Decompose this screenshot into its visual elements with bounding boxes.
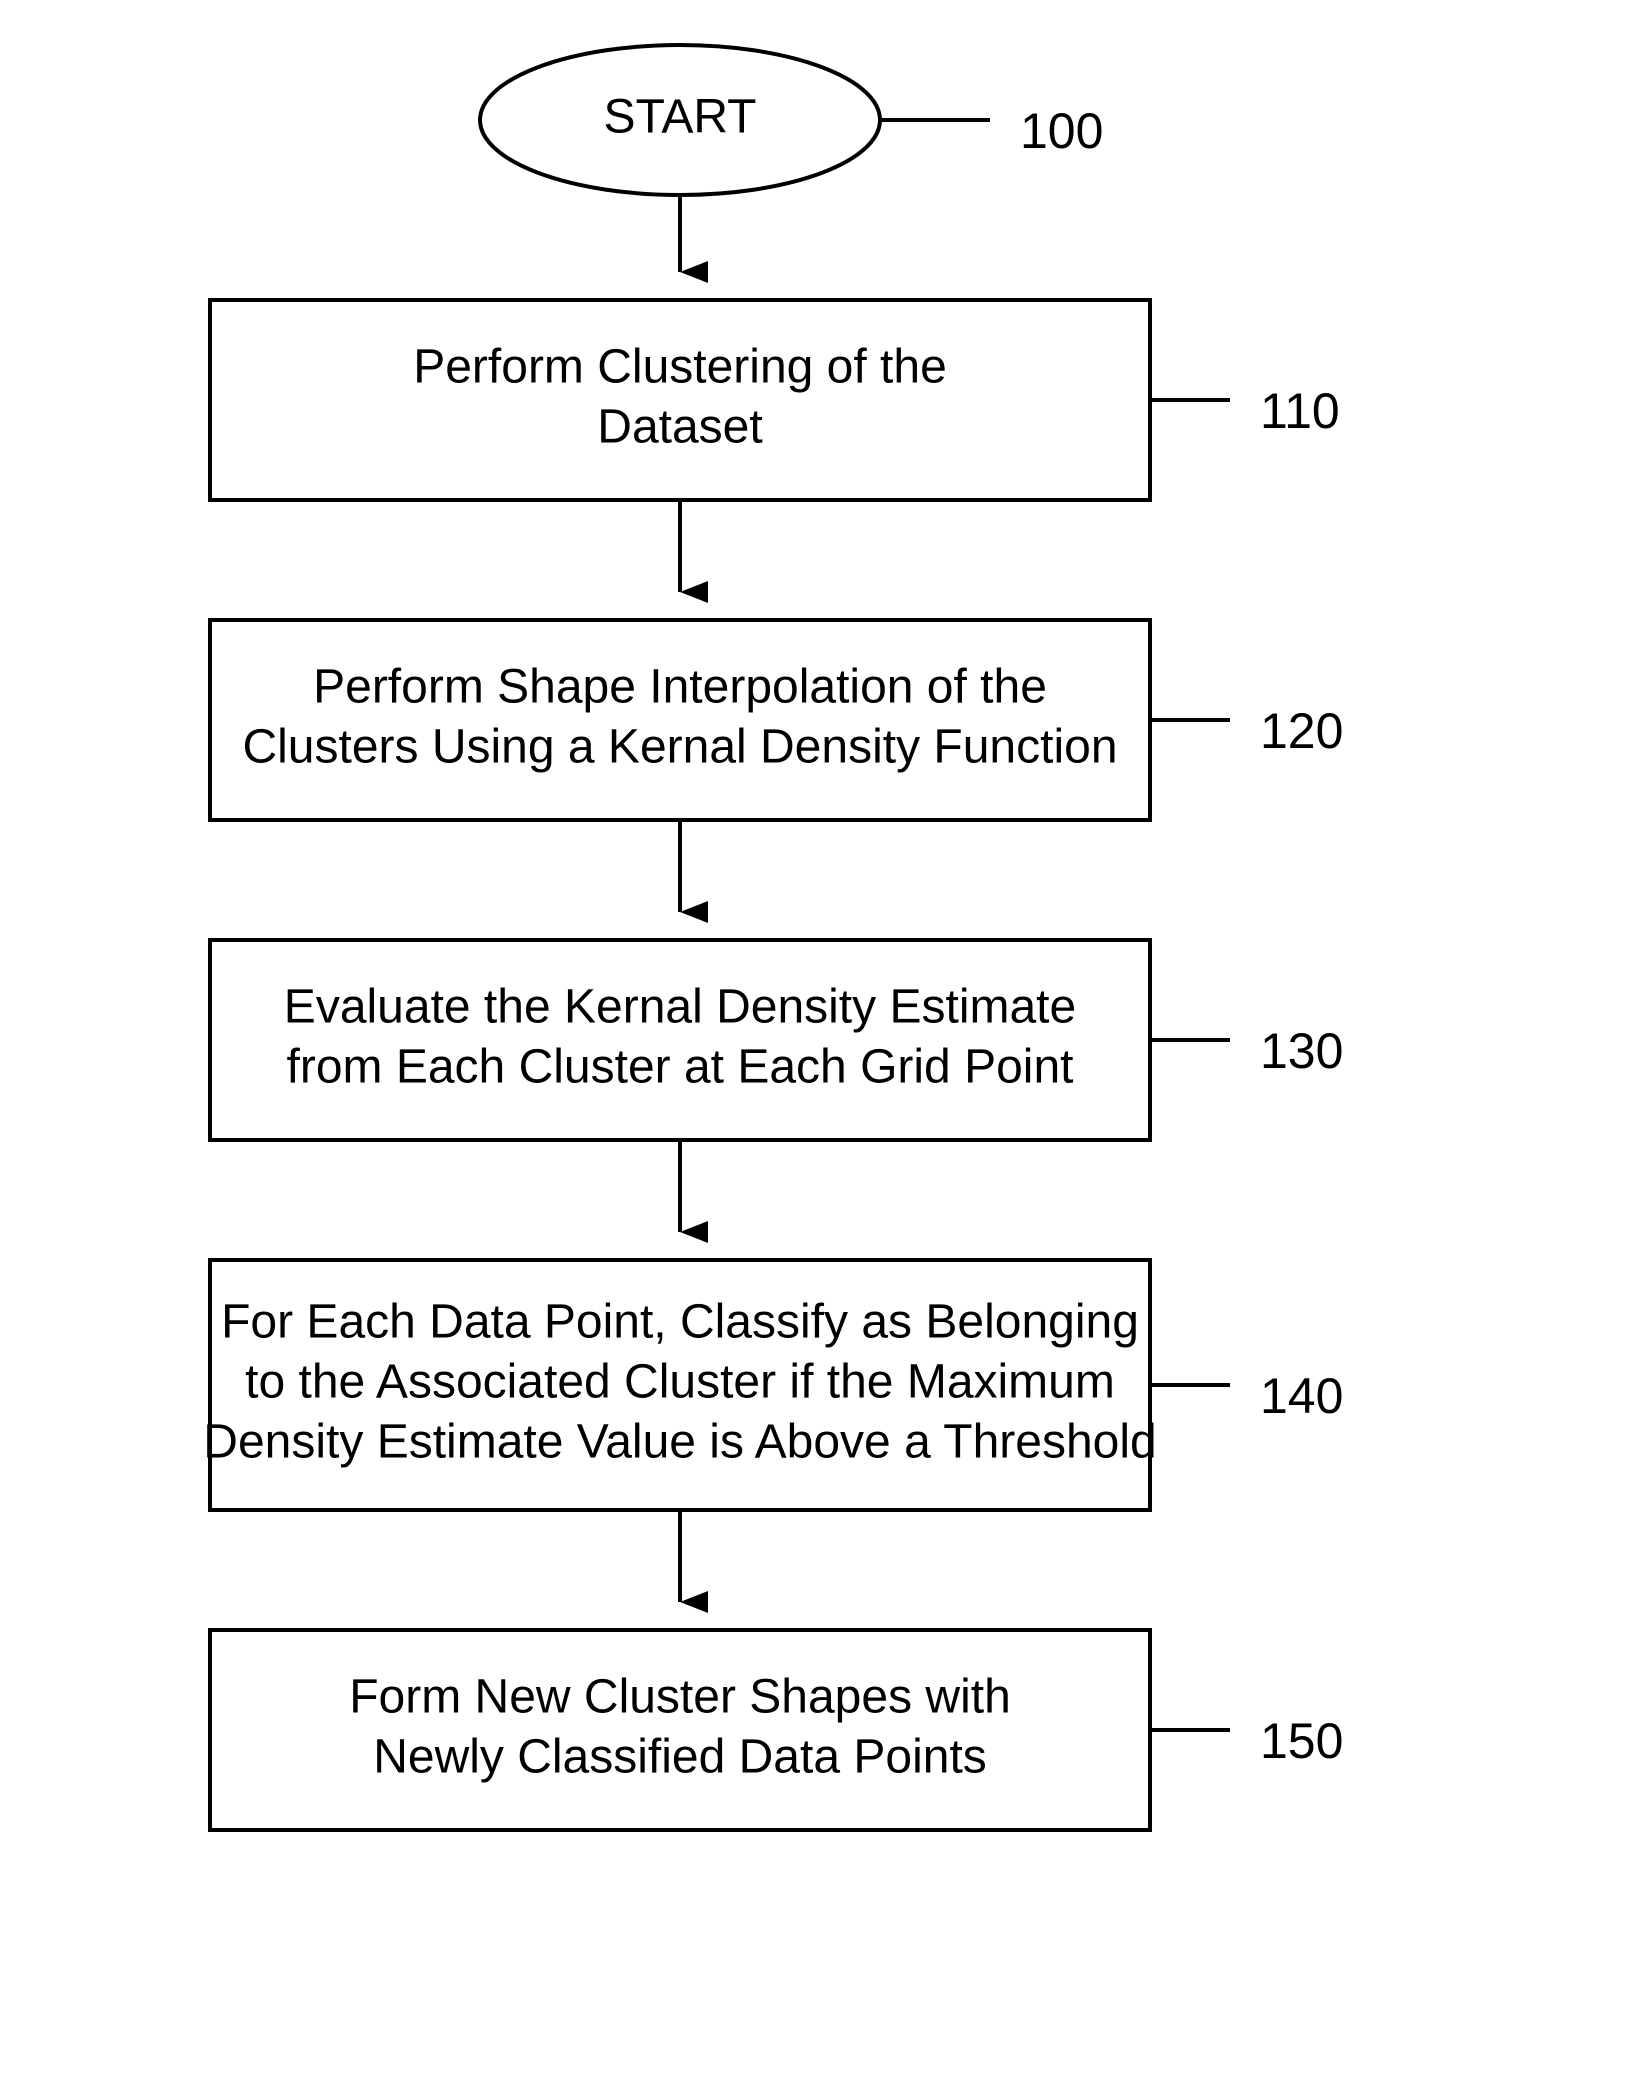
flow-node-text: to the Associated Cluster if the Maximum (245, 1356, 1115, 1409)
flow-node-text: Newly Classified Data Points (373, 1731, 987, 1784)
flow-node-s110: Perform Clustering of the Dataset 110 (210, 300, 1340, 500)
flow-node-text: from Each Cluster at Each Grid Point (287, 1041, 1074, 1094)
ref-number: 150 (1260, 1713, 1343, 1769)
ref-number: 140 (1260, 1368, 1343, 1424)
flow-node-s120: Perform Shape Interpolation of the Cluste… (210, 620, 1343, 820)
flow-node-text: Perform Clustering of the (413, 341, 947, 394)
ref-number: 120 (1260, 703, 1343, 759)
flow-node-s130: Evaluate the Kernal Density Estimate from… (210, 940, 1343, 1140)
ref-number: 110 (1260, 383, 1340, 439)
flow-node-text: Form New Cluster Shapes with (349, 1671, 1011, 1724)
flow-node-s150: Form New Cluster Shapes with Newly Classi… (210, 1630, 1343, 1830)
flow-node-s140: For Each Data Point, Classify as Belongi… (203, 1260, 1343, 1510)
flow-node-text: Dataset (597, 401, 762, 454)
flowchart-diagram: START 100 Perform Clustering of the Dataset… (0, 0, 1627, 2100)
ref-number: 130 (1260, 1023, 1343, 1079)
flow-node-text: Density Estimate Value is Above a Thresh… (203, 1416, 1156, 1469)
flow-node-text: For Each Data Point, Classify as Belongi… (221, 1296, 1139, 1349)
flow-node-text: Perform Shape Interpolation of the (313, 661, 1047, 714)
flow-node-text: Clusters Using a Kernal Density Function (242, 721, 1117, 774)
flow-node-text: Evaluate the Kernal Density Estimate (284, 981, 1076, 1034)
ref-number: 100 (1020, 103, 1103, 159)
flow-node-text: START (604, 91, 757, 144)
flow-node-start: START 100 (480, 45, 1103, 195)
